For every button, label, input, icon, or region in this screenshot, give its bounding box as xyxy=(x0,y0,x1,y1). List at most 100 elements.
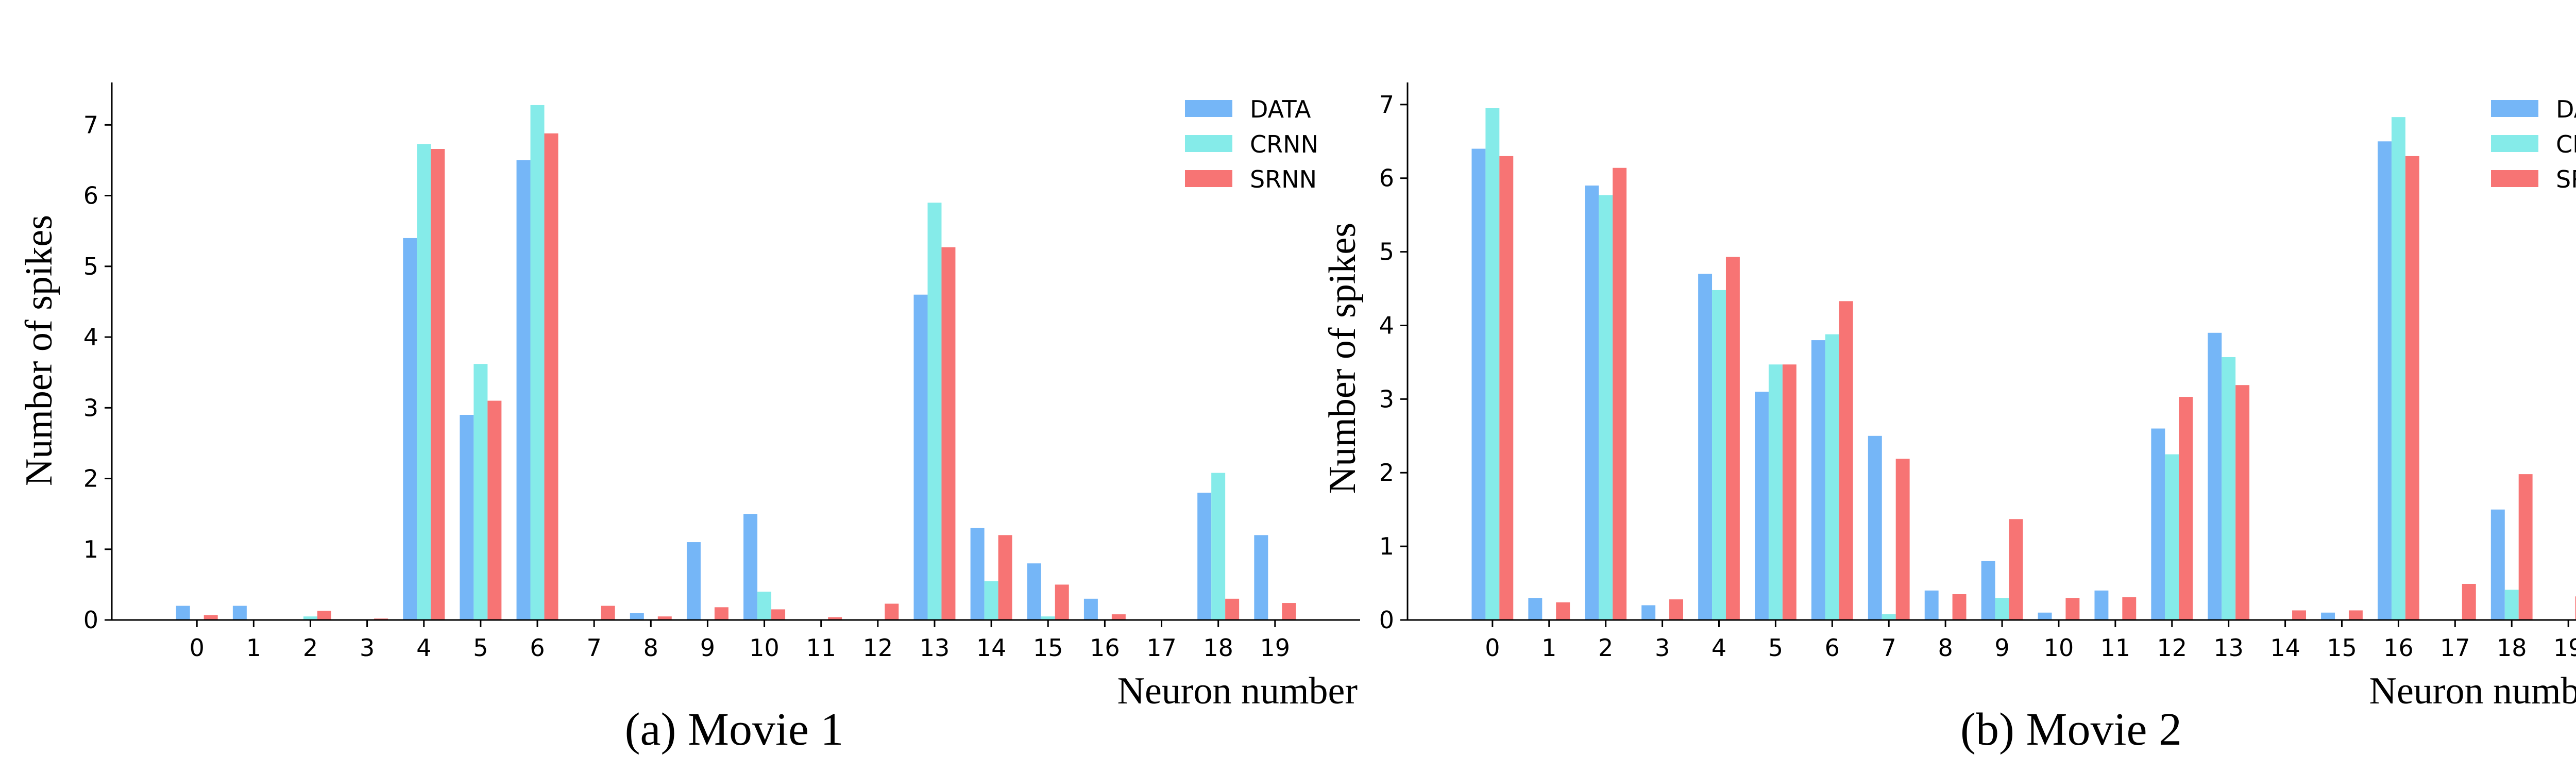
bar-srnn-neuron-13 xyxy=(2235,385,2250,620)
bar-srnn-neuron-16 xyxy=(2405,156,2419,620)
bar-crnn-neuron-0 xyxy=(1485,108,1500,620)
bar-data-neuron-12 xyxy=(2151,428,2165,620)
bar-crnn-neuron-7 xyxy=(1882,614,1896,620)
bar-data-neuron-1 xyxy=(232,606,247,620)
x-tick-label: 3 xyxy=(360,634,375,662)
bar-srnn-neuron-4 xyxy=(431,149,445,620)
bar-srnn-neuron-8 xyxy=(1952,594,1967,620)
legend: DATA CRNN SRNN xyxy=(2491,95,2576,193)
bar-data-neuron-18 xyxy=(2490,509,2505,620)
bar-data-neuron-11 xyxy=(2094,590,2109,620)
bar-srnn-neuron-15 xyxy=(1055,584,1069,620)
bar-srnn-neuron-7 xyxy=(601,606,615,620)
bar-data-neuron-18 xyxy=(1197,492,1212,620)
legend-label-srnn: SRNN xyxy=(2556,165,2576,193)
bar-data-neuron-13 xyxy=(913,294,928,620)
x-tick-label: 2 xyxy=(1598,634,1613,662)
y-axis-label: Number of spikes xyxy=(18,215,60,486)
bar-crnn-neuron-18 xyxy=(2504,590,2519,620)
bar-srnn-neuron-17 xyxy=(2462,583,2476,620)
bar-crnn-neuron-13 xyxy=(927,203,942,620)
y-tick-label: 4 xyxy=(83,323,98,351)
bar-data-neuron-8 xyxy=(630,613,644,620)
x-tick-label: 12 xyxy=(863,634,893,662)
y-tick-label: 3 xyxy=(1379,385,1394,413)
bar-crnn-neuron-4 xyxy=(417,144,431,620)
bar-srnn-neuron-6 xyxy=(1839,301,1853,620)
bar-crnn-neuron-5 xyxy=(473,364,488,620)
bar-srnn-neuron-6 xyxy=(544,133,558,620)
bar-data-neuron-10 xyxy=(743,514,758,620)
legend-label-crnn: CRNN xyxy=(2556,130,2576,158)
x-tick-label: 10 xyxy=(749,634,779,662)
bar-data-neuron-10 xyxy=(2038,612,2052,620)
y-tick-label: 5 xyxy=(1379,238,1394,266)
legend-label-srnn: SRNN xyxy=(1250,165,1317,193)
x-axis-label: Neuron number xyxy=(2369,670,2576,712)
bar-crnn-neuron-14 xyxy=(984,581,998,620)
x-tick-label: 1 xyxy=(1541,634,1556,662)
x-tick-label: 14 xyxy=(2270,634,2300,662)
bar-data-neuron-16 xyxy=(1083,598,1098,620)
bar-data-neuron-4 xyxy=(403,238,417,620)
bar-data-neuron-0 xyxy=(1471,148,1486,620)
y-axis-label: Number of spikes xyxy=(1321,223,1364,494)
x-tick-label: 11 xyxy=(2100,634,2131,662)
bar-srnn-neuron-12 xyxy=(885,603,899,620)
bar-data-neuron-4 xyxy=(1698,274,1713,620)
x-axis-label: Neuron number xyxy=(1117,670,1358,712)
bar-srnn-neuron-3 xyxy=(1669,599,1683,620)
bar-data-neuron-13 xyxy=(2208,332,2222,620)
bar-srnn-neuron-18 xyxy=(2518,474,2533,620)
bar-crnn-neuron-2 xyxy=(303,616,317,620)
bar-srnn-neuron-9 xyxy=(2009,519,2023,620)
bar-data-neuron-15 xyxy=(1027,563,1041,620)
y-tick-label: 0 xyxy=(1379,606,1394,634)
panel-caption: (a) Movie 1 xyxy=(625,704,844,755)
legend-swatch-srnn xyxy=(1185,170,1232,187)
x-tick-label: 4 xyxy=(416,634,431,662)
bar-srnn-neuron-10 xyxy=(2065,598,2080,620)
x-tick-label: 5 xyxy=(1768,634,1783,662)
x-tick-label: 13 xyxy=(920,634,950,662)
bar-crnn-neuron-2 xyxy=(1599,195,1613,620)
bar-crnn-neuron-13 xyxy=(2222,357,2236,620)
bar-data-neuron-14 xyxy=(970,528,985,620)
bar-crnn-neuron-6 xyxy=(1825,334,1839,620)
x-tick-label: 9 xyxy=(700,634,715,662)
y-tick-label: 0 xyxy=(83,606,98,634)
legend-label-data: DATA xyxy=(2556,95,2576,123)
x-tick-label: 6 xyxy=(1825,634,1840,662)
x-tick-label: 16 xyxy=(2383,634,2414,662)
bar-srnn-neuron-15 xyxy=(2348,610,2363,620)
bar-crnn-neuron-16 xyxy=(2391,117,2405,620)
bar-data-neuron-8 xyxy=(1924,590,1939,620)
y-tick-label: 1 xyxy=(83,535,98,563)
bar-srnn-neuron-8 xyxy=(657,616,672,620)
x-tick-label: 7 xyxy=(1882,634,1896,662)
x-tick-label: 19 xyxy=(1260,634,1291,662)
x-tick-label: 3 xyxy=(1655,634,1670,662)
legend-swatch-crnn xyxy=(1185,135,1232,152)
x-tick-label: 2 xyxy=(303,634,318,662)
bar-srnn-neuron-0 xyxy=(204,615,218,620)
bar-data-neuron-1 xyxy=(1528,598,1543,620)
bar-crnn-neuron-6 xyxy=(530,105,545,620)
bar-srnn-neuron-14 xyxy=(998,535,1012,620)
bar-srnn-neuron-5 xyxy=(487,400,502,620)
legend-swatch-srnn xyxy=(2491,170,2538,187)
bar-srnn-neuron-1 xyxy=(1556,602,1570,620)
bar-srnn-neuron-11 xyxy=(828,617,842,620)
bar-srnn-neuron-18 xyxy=(1225,598,1240,620)
legend-swatch-data xyxy=(1185,100,1232,117)
bar-crnn-neuron-12 xyxy=(2165,454,2179,620)
bar-crnn-neuron-10 xyxy=(757,592,772,620)
bar-data-neuron-15 xyxy=(2321,612,2335,620)
x-tick-label: 6 xyxy=(530,634,545,662)
y-tick-label: 7 xyxy=(1379,91,1394,119)
bar-srnn-neuron-5 xyxy=(1782,364,1797,620)
bar-srnn-neuron-13 xyxy=(941,247,956,620)
